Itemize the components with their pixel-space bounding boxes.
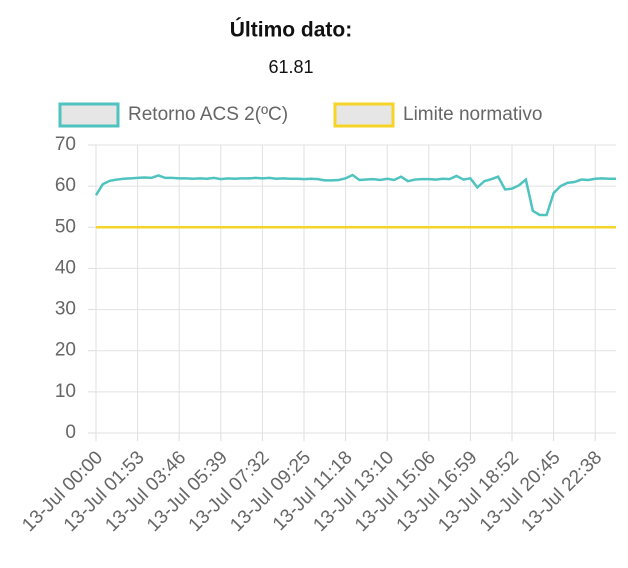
y-tick-label: 0 [65, 422, 76, 443]
y-tick-label: 70 [55, 134, 76, 155]
y-tick-label: 30 [55, 299, 76, 320]
legend-label: Retorno ACS 2(ºC) [128, 104, 288, 125]
y-tick-label: 10 [55, 381, 76, 402]
header-title: Último dato: [230, 18, 352, 42]
legend-swatch [58, 102, 120, 128]
y-tick-label: 40 [55, 257, 76, 278]
y-tick-label: 50 [55, 216, 76, 237]
legend-label: Limite normativo [403, 104, 542, 125]
legend-swatch [333, 102, 395, 128]
y-tick-label: 20 [55, 340, 76, 361]
series-line [94, 173, 617, 217]
y-tick-label: 60 [55, 175, 76, 196]
header-value: 61.81 [268, 57, 313, 77]
